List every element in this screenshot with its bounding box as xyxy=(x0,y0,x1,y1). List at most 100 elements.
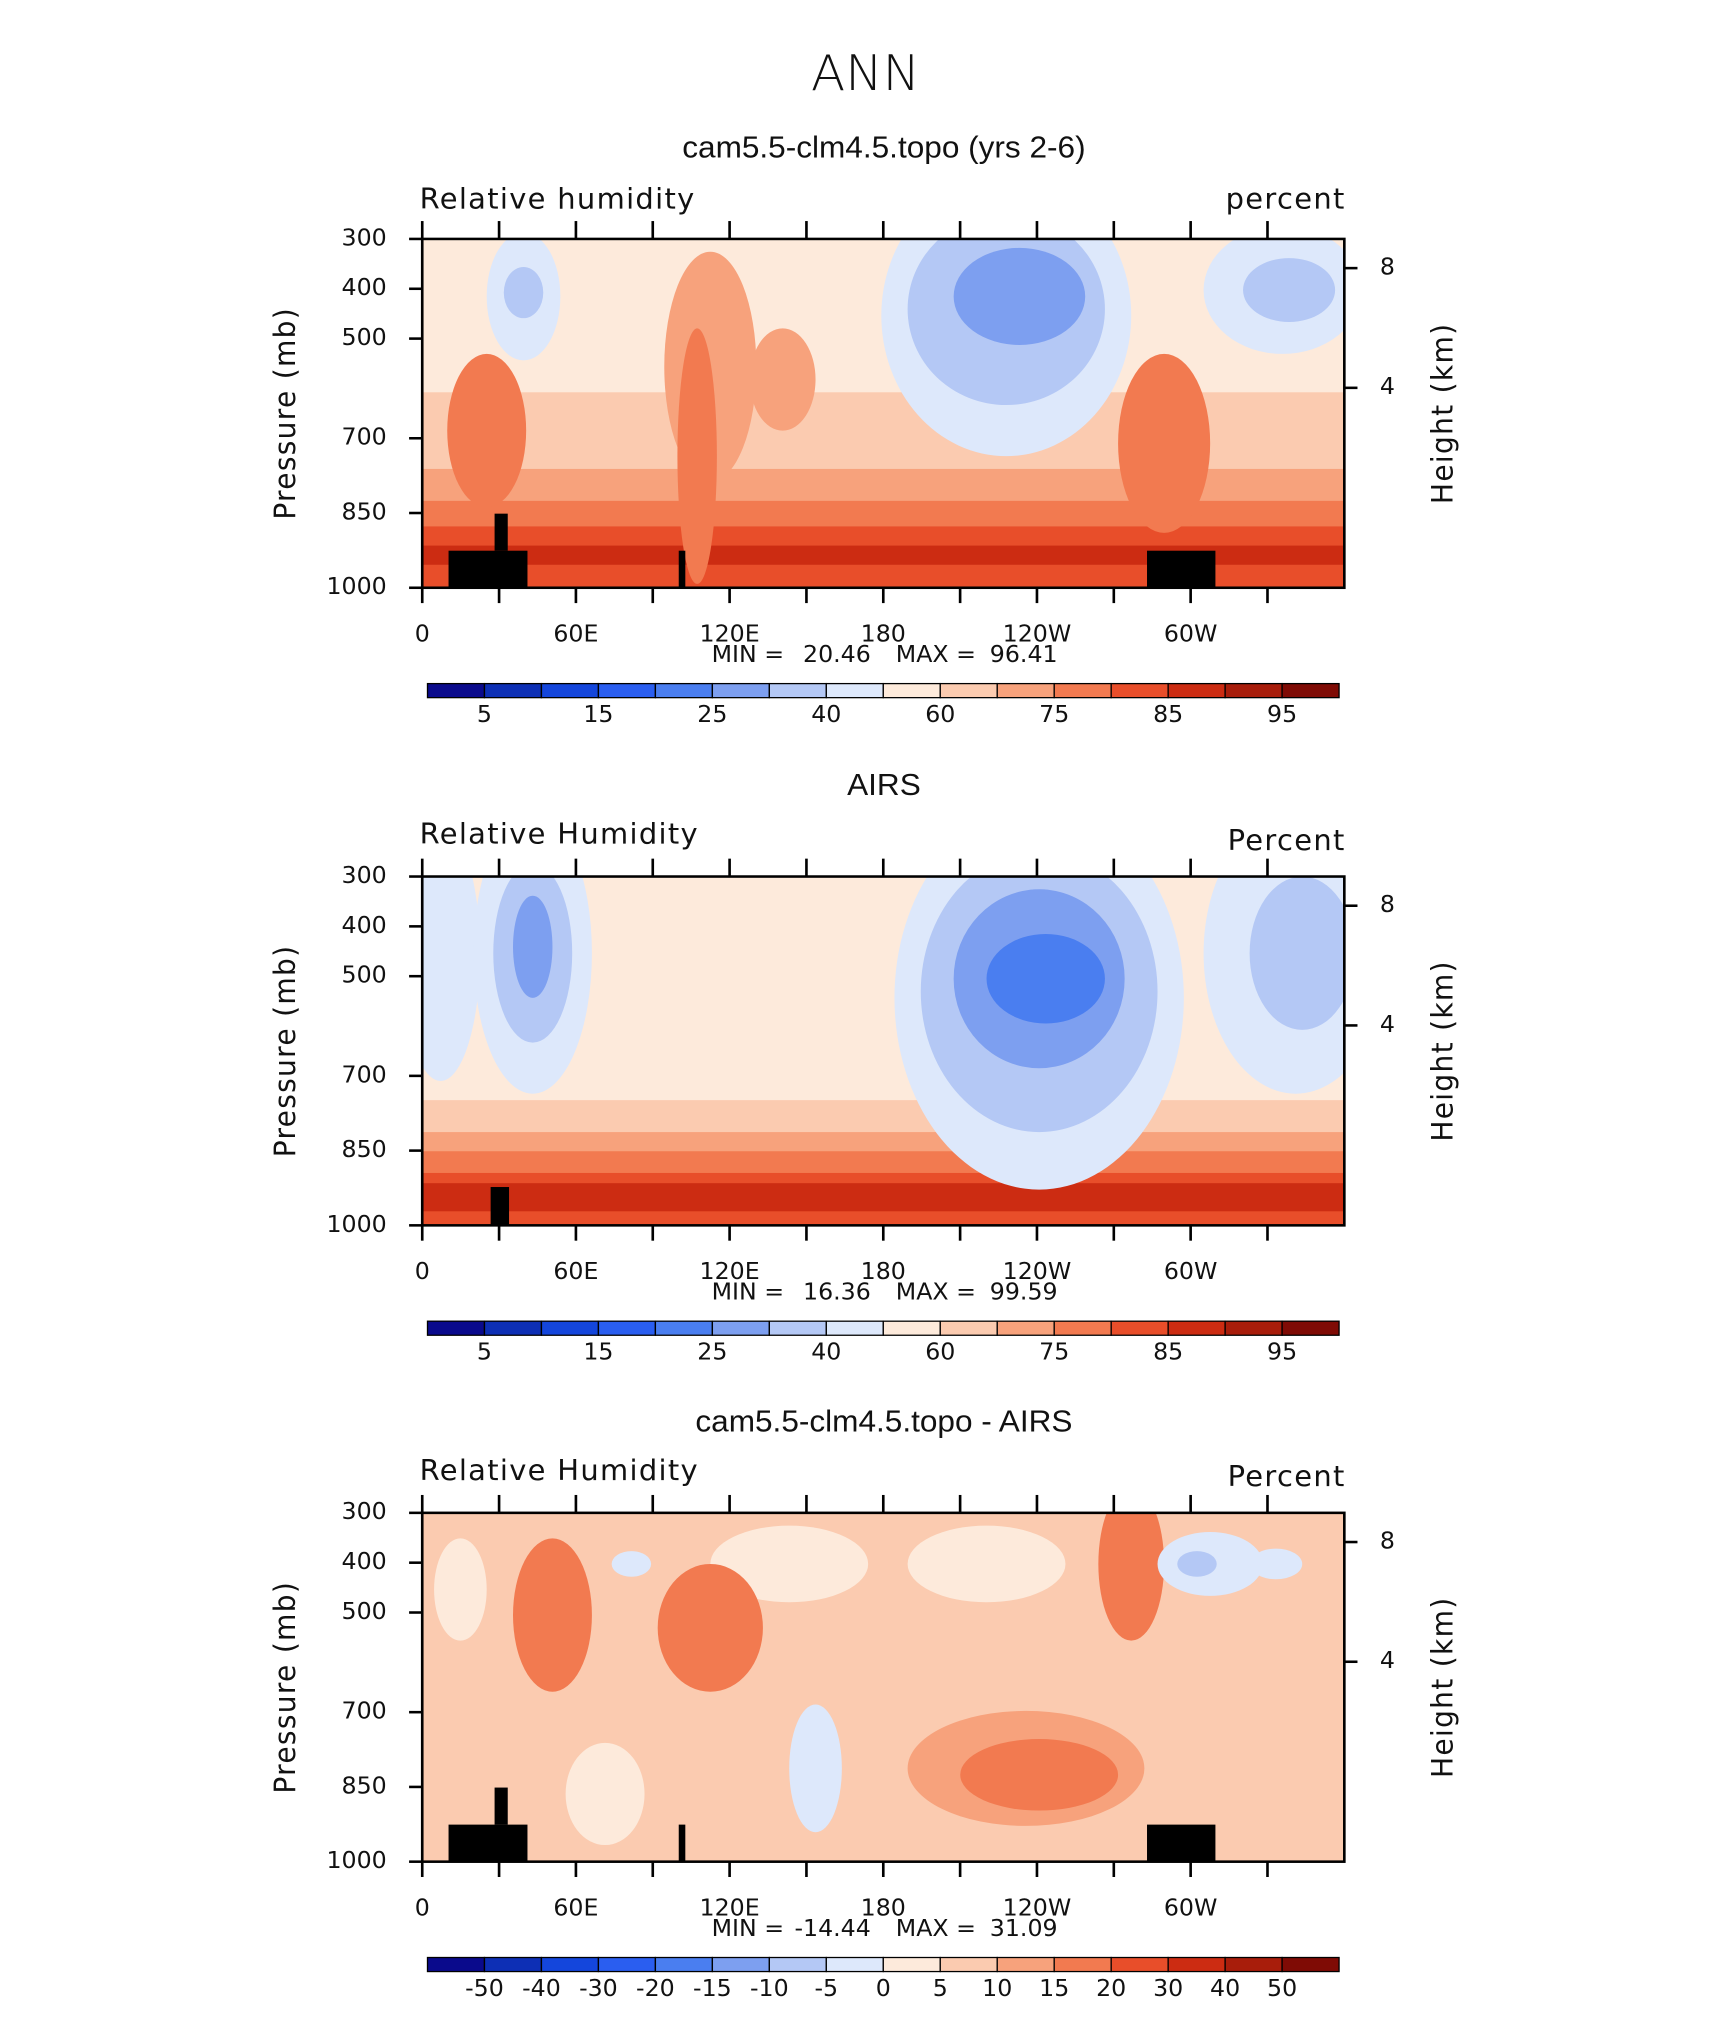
colorbar-label: 75 xyxy=(1039,1338,1069,1366)
colorbar-box xyxy=(939,1320,998,1336)
y-tick-label: 850 xyxy=(342,498,387,526)
page-title: ANN xyxy=(811,45,920,102)
min-value: 20.46 xyxy=(803,640,871,668)
topography xyxy=(1147,1824,1216,1862)
y-tick-label: 400 xyxy=(342,1547,387,1575)
colorbar-label: 15 xyxy=(583,1338,613,1366)
panel-title: AIRS xyxy=(847,768,921,802)
y-tick-label: 700 xyxy=(342,1061,387,1089)
contour-fill xyxy=(565,1742,645,1846)
x-tick-label: 60E xyxy=(553,620,598,648)
y-tick-label: 400 xyxy=(342,911,387,939)
colorbar-box xyxy=(711,1956,770,1973)
colorbar-box xyxy=(882,1956,941,1973)
topography xyxy=(490,1187,510,1226)
colorbar-box xyxy=(939,1956,998,1973)
colorbar-label: -50 xyxy=(465,1974,504,2002)
x-tick-label: 180 xyxy=(861,620,906,648)
y-tick-label: 300 xyxy=(342,1498,387,1526)
colorbar-label: 40 xyxy=(1210,1974,1240,2002)
topography xyxy=(678,550,686,588)
x-tick-label: 60W xyxy=(1164,620,1218,648)
colorbar-box xyxy=(711,1320,770,1336)
colorbar-box xyxy=(1167,1320,1226,1336)
x-tick-label: 180 xyxy=(861,1894,906,1922)
colorbar-label: 30 xyxy=(1153,1974,1183,2002)
contour-fill xyxy=(422,545,1345,565)
colorbar-box xyxy=(597,682,657,699)
contour-fill xyxy=(434,1538,487,1641)
y-tick-label: 500 xyxy=(342,323,387,351)
colorbar-box xyxy=(1167,1956,1226,1973)
colorbar-box xyxy=(597,1320,657,1336)
colorbar-label: -40 xyxy=(522,1974,561,2002)
contour-fill xyxy=(503,267,544,319)
y-tick-label: 700 xyxy=(342,1697,387,1725)
contour-fill xyxy=(960,1739,1119,1811)
x-tick-label: 120E xyxy=(700,620,760,648)
units-label: Percent xyxy=(1228,824,1346,857)
colorbar-label: 20 xyxy=(1096,1974,1126,2002)
max-label: MAX = xyxy=(896,1914,976,1942)
x-tick-label: 120E xyxy=(700,1894,760,1922)
units-label: percent xyxy=(1226,183,1346,216)
contour-fill xyxy=(710,1525,869,1603)
colorbar-label: -10 xyxy=(750,1974,789,2002)
y-tick-label: 500 xyxy=(342,961,387,989)
colorbar-label: 40 xyxy=(811,700,841,728)
colorbar-box xyxy=(540,1320,600,1336)
colorbar-box xyxy=(996,1320,1055,1336)
colorbar-box xyxy=(654,682,714,699)
colorbar-label: -15 xyxy=(693,1974,732,2002)
x-tick-label: 60W xyxy=(1164,1257,1218,1285)
colorbar-label: 25 xyxy=(697,700,727,728)
topography xyxy=(448,1824,528,1862)
colorbar-box xyxy=(768,1320,827,1336)
min-label: MIN = xyxy=(712,640,784,668)
colorbar-box xyxy=(426,682,486,699)
colorbar-label: 25 xyxy=(697,1338,727,1366)
max-label: MAX = xyxy=(896,1278,976,1306)
contour-fill xyxy=(789,1704,842,1833)
x-tick-label: 60E xyxy=(553,1257,598,1285)
colorbar-label: 75 xyxy=(1039,700,1069,728)
colorbar-box xyxy=(1224,1320,1283,1336)
y-tick-label: 300 xyxy=(342,224,387,252)
units-label: Percent xyxy=(1228,1461,1346,1494)
colorbar-box xyxy=(1167,682,1226,699)
contour-field xyxy=(422,1512,1345,1862)
y-tick-label: 1000 xyxy=(326,1210,386,1238)
colorbar-label: 85 xyxy=(1153,1338,1183,1366)
y2-axis-label: Height (km) xyxy=(1426,1597,1459,1778)
contour-fill xyxy=(422,876,481,1081)
colorbar-label: 50 xyxy=(1267,1974,1297,2002)
topography xyxy=(448,550,528,588)
y2-axis-label: Height (km) xyxy=(1426,323,1459,504)
contour-fill xyxy=(513,1538,592,1692)
colorbar-box xyxy=(1053,1320,1112,1336)
colorbar-box xyxy=(996,1956,1055,1973)
colorbar-label: -20 xyxy=(636,1974,675,2002)
colorbar-box xyxy=(825,682,884,699)
min-label: MIN = xyxy=(712,1278,784,1306)
contour-fill xyxy=(422,1183,1345,1212)
colorbar-box xyxy=(1224,682,1283,699)
colorbar-box xyxy=(1110,1956,1169,1973)
max-value: 96.41 xyxy=(990,640,1058,668)
variable-label: Relative Humidity xyxy=(420,1454,699,1487)
colorbar-box xyxy=(1110,682,1169,699)
x-tick-label: 0 xyxy=(415,620,430,648)
colorbar-box xyxy=(426,1956,486,1973)
y2-tick-label: 4 xyxy=(1380,1646,1395,1674)
y-tick-label: 400 xyxy=(342,273,387,301)
colorbar-box xyxy=(1281,682,1340,699)
colorbar-label: 5 xyxy=(477,1338,492,1366)
y-axis-label: Pressure (mb) xyxy=(268,945,301,1158)
topography xyxy=(494,513,508,551)
colorbar-label: 60 xyxy=(925,1338,955,1366)
y-axis-label: Pressure (mb) xyxy=(268,307,301,520)
x-tick-label: 120W xyxy=(1003,1257,1072,1285)
colorbar-label: -30 xyxy=(579,1974,618,2002)
